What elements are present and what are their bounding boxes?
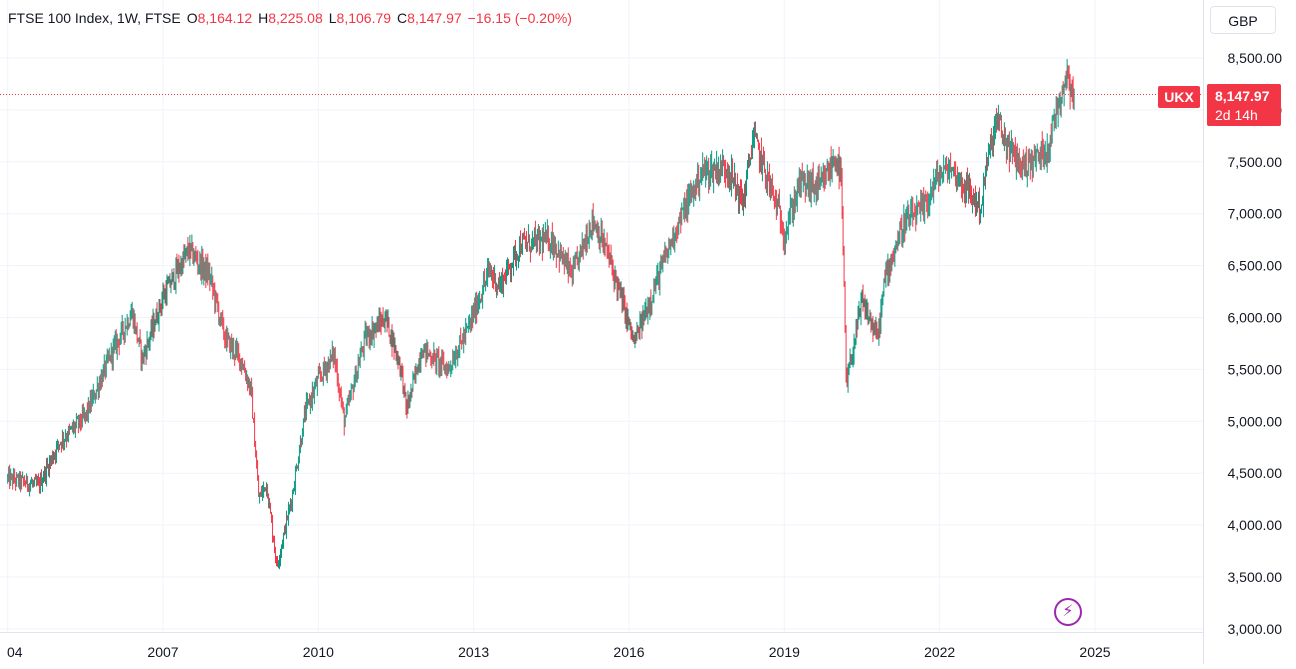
y-tick-label: 7,500.00 [1228,154,1283,170]
y-tick-label: 3,000.00 [1228,621,1283,637]
lightning-icon[interactable]: ⚡ [1054,598,1082,626]
symbol-legend: FTSE 100 Index, 1W, FTSE O 8,164.12 H 8,… [8,10,572,26]
symbol-price-tag: UKX [1158,86,1200,108]
x-tick-label: 2013 [458,644,489,660]
x-tick-label: 2016 [613,644,644,660]
candles [7,59,1075,570]
close-value: 8,147.97 [407,10,462,26]
low-value: 8,106.79 [336,10,392,26]
x-tick-label: 2019 [769,644,800,660]
y-tick-label: 8,500.00 [1228,50,1283,66]
high-label: H [258,10,269,26]
last-price-value: 8,147.97 [1215,88,1270,104]
high-value: 8,225.08 [268,10,323,26]
open-value: 8,164.12 [197,10,253,26]
y-tick-label: 4,500.00 [1228,465,1283,481]
x-tick-label: 2025 [1079,644,1110,660]
bar-countdown: 2d 14h [1215,107,1258,123]
y-tick-label: 5,500.00 [1228,361,1283,377]
change-value: −16.15 (−0.20%) [467,10,572,26]
last-price-label: 8,147.97 2d 14h [1207,84,1281,126]
low-label: L [328,10,337,26]
y-tick-label: 5,000.00 [1228,413,1283,429]
open-label: O [186,10,198,26]
x-tick-label: 2007 [147,644,178,660]
symbol-name[interactable]: FTSE 100 Index, 1W, FTSE [8,10,181,26]
y-tick-label: 6,000.00 [1228,310,1283,326]
y-tick-label: 6,500.00 [1228,258,1283,274]
y-tick-label: 7,000.00 [1228,206,1283,222]
x-tick-label: 2010 [303,644,334,660]
close-label: C [397,10,408,26]
y-tick-label: 3,500.00 [1228,569,1283,585]
currency-button[interactable]: GBP [1210,6,1276,34]
x-tick-label: 2022 [924,644,955,660]
y-tick-label: 4,000.00 [1228,517,1283,533]
x-tick-label: 04 [7,644,23,660]
